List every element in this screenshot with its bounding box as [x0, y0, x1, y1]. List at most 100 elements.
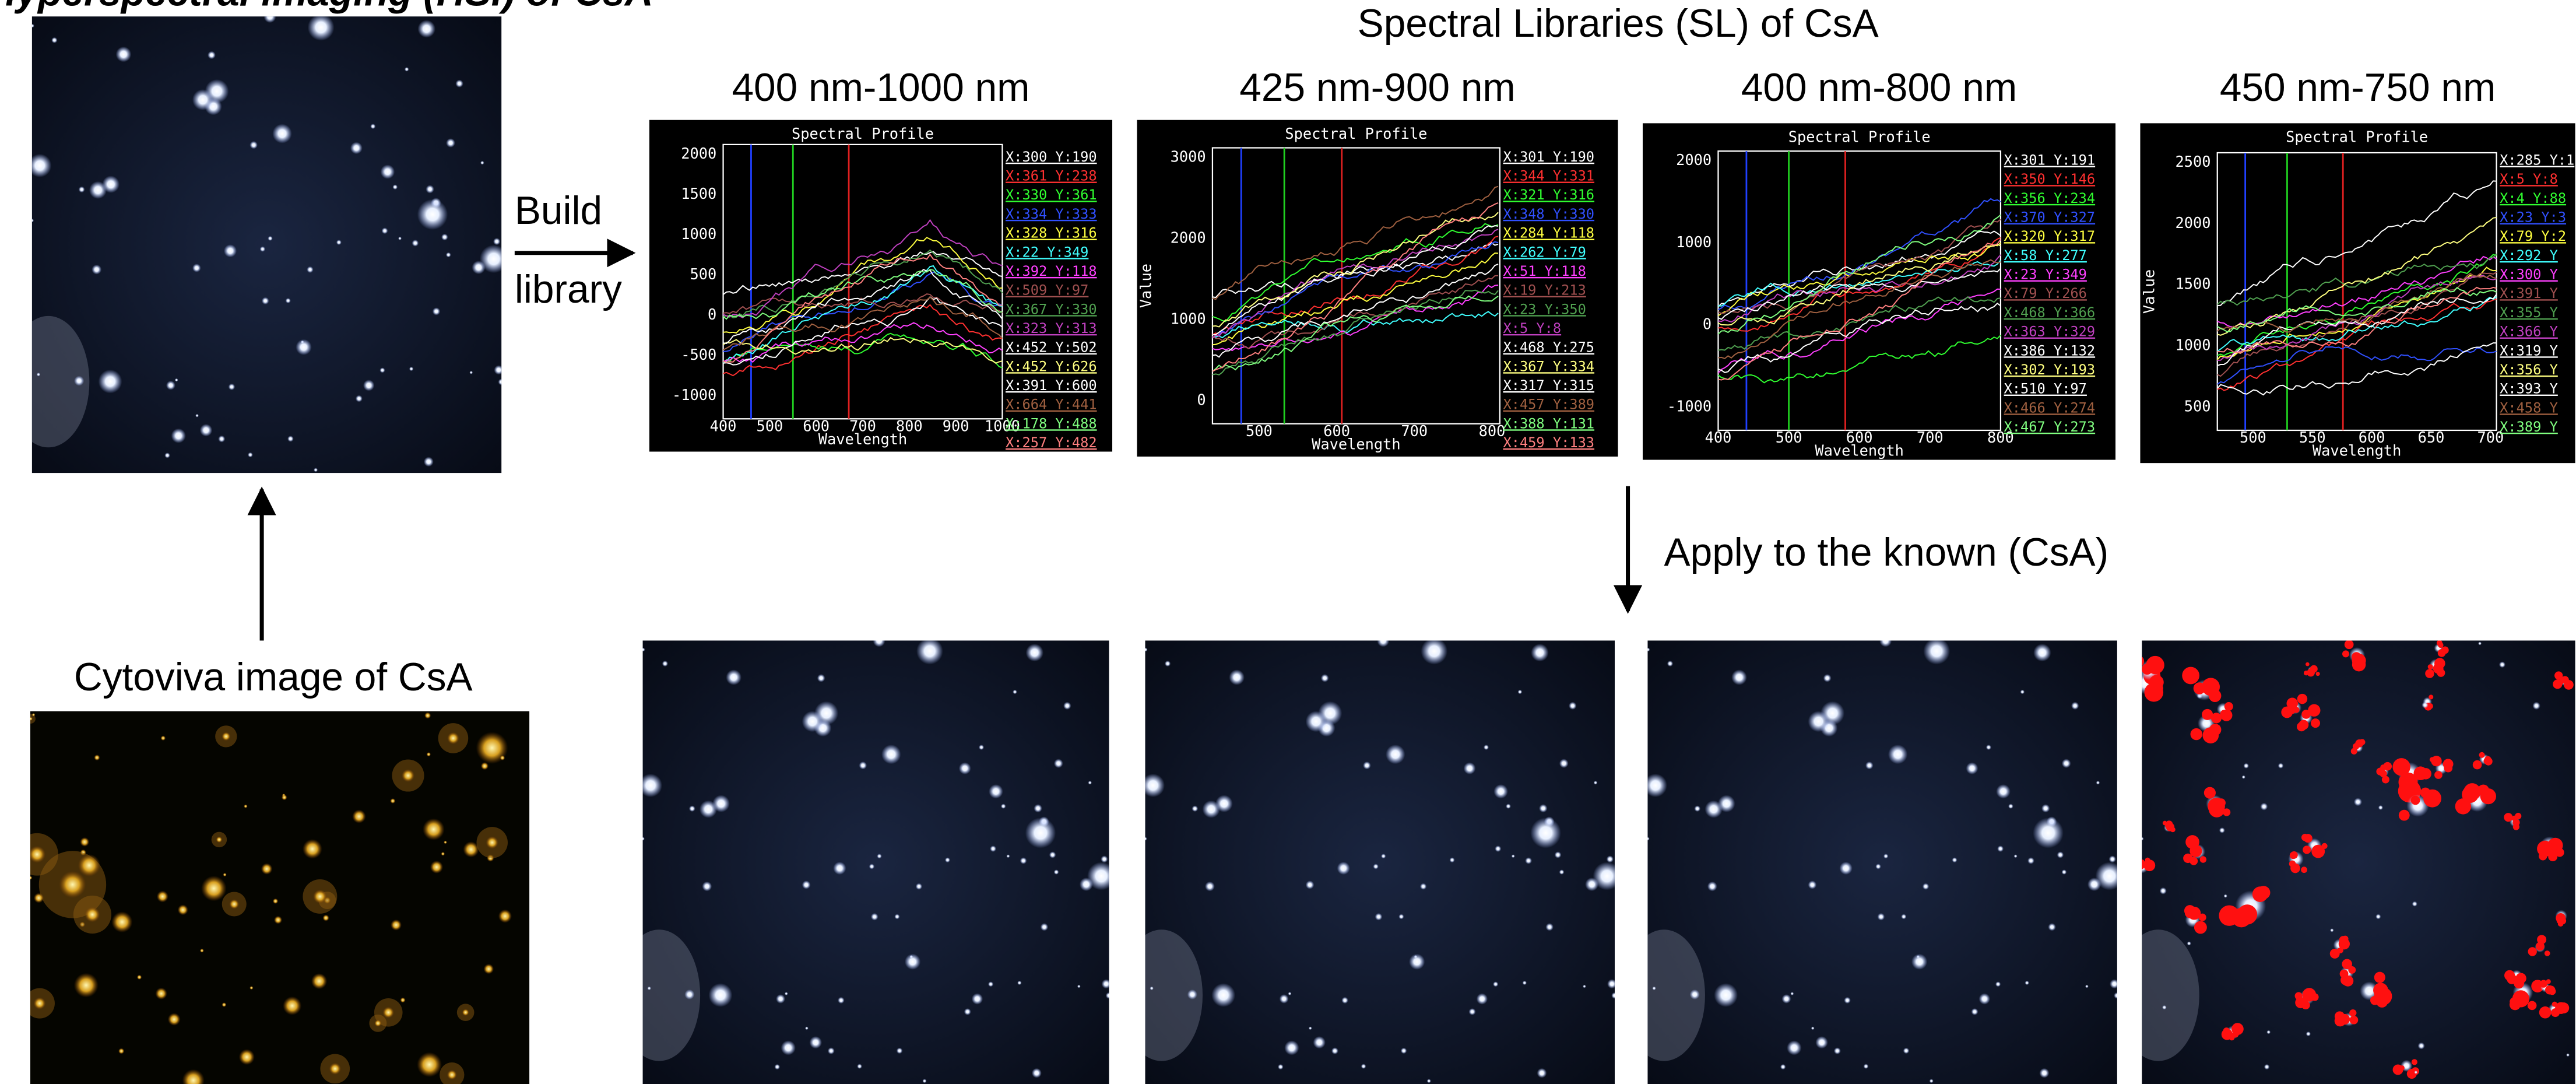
range-label: 450 nm-750 nm	[2220, 66, 2496, 110]
spectrum-curve	[1718, 259, 2001, 359]
micrograph	[31, 16, 502, 473]
particle	[1517, 689, 1523, 694]
particle	[1506, 804, 1511, 809]
particle	[1331, 1047, 1338, 1055]
particle	[2422, 701, 2429, 708]
x-tick-label: 600	[1846, 429, 1873, 446]
particle	[873, 640, 885, 647]
legend-entry: X:284 Y:118	[1503, 225, 1594, 241]
spectrum-curve	[2217, 296, 2497, 352]
classified-pixel	[2484, 757, 2493, 766]
x-tick-label: 800	[1479, 422, 1506, 440]
classified-pixel	[2554, 671, 2563, 680]
spectrum-curve	[1717, 230, 2001, 307]
particle	[426, 185, 434, 194]
particle	[1006, 854, 1010, 858]
particle	[1707, 881, 1717, 892]
particle	[1839, 861, 1853, 875]
debris	[642, 929, 701, 1061]
particle	[160, 735, 166, 741]
particle	[1844, 997, 1851, 1004]
spectrum-curve	[1212, 229, 1499, 339]
particle	[404, 67, 409, 72]
particle	[494, 365, 502, 375]
particle	[463, 841, 479, 858]
particle	[1034, 804, 1042, 813]
particle	[199, 948, 204, 953]
particle	[726, 669, 741, 685]
particle	[774, 1064, 780, 1070]
particle	[2378, 805, 2383, 811]
x-tick-label: 600	[803, 417, 830, 434]
particle	[311, 973, 328, 990]
particle	[2306, 1031, 2311, 1037]
particle	[31, 713, 36, 717]
particle	[469, 371, 473, 374]
x-tick-label: 900	[943, 417, 969, 434]
legend-entry: X:330 Y:361	[1006, 187, 1097, 203]
classified-pixel	[2219, 905, 2240, 926]
debris	[1647, 929, 1705, 1061]
particle	[1483, 745, 1489, 750]
spectrum-curve	[723, 249, 1003, 318]
spectrum-curve	[2217, 180, 2497, 307]
particle	[1790, 992, 1794, 995]
particle	[1593, 781, 1598, 785]
particle	[480, 762, 489, 770]
particle	[248, 452, 253, 458]
particle	[1865, 761, 1874, 770]
particle	[2085, 984, 2089, 988]
particle	[1971, 1008, 1978, 1016]
particle	[784, 992, 788, 995]
particle	[33, 893, 44, 903]
particle	[838, 997, 845, 1004]
particle	[402, 769, 415, 783]
legend-entry: X:350 Y:146	[2004, 171, 2096, 187]
spectrum-curve	[1717, 242, 2001, 317]
particle	[2360, 981, 2379, 1001]
particle	[1559, 759, 1569, 769]
particle	[136, 974, 142, 980]
particle	[423, 457, 434, 467]
particle	[307, 16, 335, 41]
legend-entry: X:300 Y:190	[1006, 149, 1097, 165]
particle	[102, 176, 120, 193]
spectrum-curve	[1718, 268, 2001, 320]
classified-pixel	[2297, 693, 2308, 704]
classified-pixel	[2301, 710, 2311, 719]
particle	[296, 339, 312, 355]
particle	[1823, 674, 1832, 682]
plot-background	[2140, 123, 2575, 464]
classified-pixel	[2374, 971, 2385, 983]
x-tick-label: 600	[2359, 429, 2385, 446]
particle	[1545, 923, 1554, 931]
legend-entry: X:19 Y:213	[1503, 282, 1586, 299]
classified-pixel	[2237, 904, 2258, 925]
particle	[1409, 953, 1425, 970]
particle	[31, 153, 52, 178]
particle	[2223, 894, 2227, 898]
plot-title: Spectral Profile	[792, 125, 934, 142]
particle	[642, 773, 663, 798]
particle	[877, 854, 882, 859]
particle	[272, 124, 292, 143]
classified-pixel	[2438, 642, 2444, 648]
particle	[1077, 984, 1081, 988]
legend-entry: X:328 Y:316	[1006, 225, 1097, 241]
spectrum-curve	[1212, 252, 1499, 346]
particle	[2096, 781, 2100, 785]
particle	[708, 983, 733, 1007]
spectrum-curve	[1212, 284, 1499, 352]
particle	[1922, 883, 1930, 890]
particle	[1559, 869, 1565, 875]
classified-pixel	[2462, 786, 2479, 803]
classified-pixel	[2202, 708, 2213, 720]
classified-pixel	[2303, 846, 2311, 854]
particle	[417, 20, 436, 38]
particle	[483, 963, 494, 974]
y-tick-label: 1000	[2175, 336, 2210, 354]
particle	[1205, 881, 1215, 892]
classified-pixel	[2342, 650, 2350, 658]
classified-pixel	[2352, 653, 2366, 668]
particle	[1995, 981, 2001, 987]
